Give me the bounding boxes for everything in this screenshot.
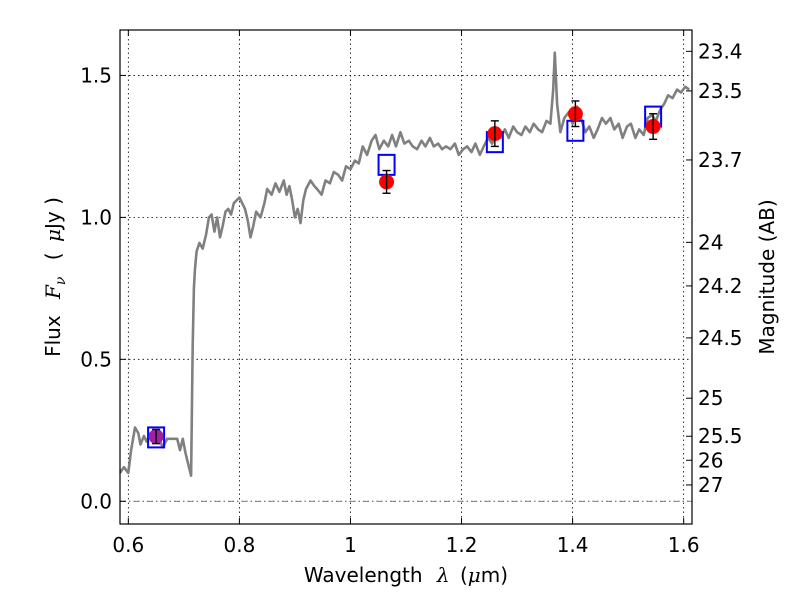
y-axis-label: Flux Fν ( μJy ) — [41, 197, 70, 357]
x-axis-label: Wavelength λ (μm) — [304, 563, 508, 587]
y-tick-label: 1.0 — [80, 205, 112, 229]
plot-area — [118, 30, 692, 524]
x-tick-label: 1.4 — [557, 533, 589, 557]
magnitude-tick-label: 27 — [698, 473, 723, 497]
model-photometry-square — [147, 426, 166, 449]
magnitude-tick-label: 25 — [698, 386, 723, 410]
magnitude-axis-label: Magnitude (AB) — [755, 199, 779, 354]
magnitude-tick-label: 23.7 — [698, 148, 743, 172]
y-axis: 0.0 0.5 1.0 1.5 — [80, 63, 126, 513]
magnitude-tick-label: 24.2 — [698, 274, 743, 298]
magnitude-tick-label: 24.5 — [698, 326, 743, 350]
y-tick-label: 0.5 — [80, 347, 112, 371]
x-axis: 0.6 0.8 1 1.2 1.4 1.6 — [112, 30, 700, 557]
model-sed-line — [118, 51, 690, 477]
x-tick-label: 1 — [344, 533, 357, 557]
magnitude-tick-label: 26 — [698, 448, 723, 472]
magnitude-tick-label: 23.5 — [698, 79, 743, 103]
magnitude-tick-label: 23.4 — [698, 39, 743, 63]
magnitude-tick-label: 25.5 — [698, 424, 743, 448]
y-tick-label: 1.5 — [80, 63, 112, 87]
y-tick-label: 0.0 — [80, 489, 112, 513]
x-tick-label: 1.6 — [668, 533, 700, 557]
magnitude-tick-label: 24 — [698, 230, 723, 254]
plot-frame — [119, 29, 693, 525]
x-tick-label: 1.2 — [446, 533, 478, 557]
x-tick-label: 0.6 — [112, 533, 144, 557]
x-tick-label: 0.8 — [223, 533, 255, 557]
